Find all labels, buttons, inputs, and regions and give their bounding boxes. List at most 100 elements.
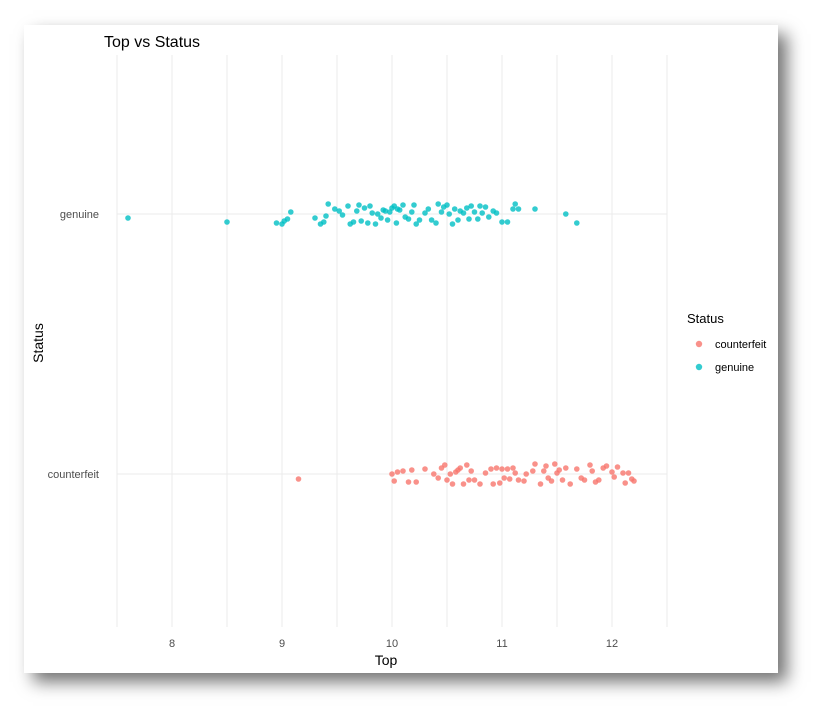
data-point-counterfeit xyxy=(559,477,566,483)
data-point-genuine xyxy=(345,203,351,209)
data-point-counterfeit xyxy=(504,466,511,472)
data-point-counterfeit xyxy=(400,468,406,474)
data-point-genuine xyxy=(464,205,470,211)
data-point-genuine xyxy=(365,220,371,226)
data-point-genuine xyxy=(449,221,456,227)
data-point-counterfeit xyxy=(603,463,610,469)
data-point-counterfeit xyxy=(460,481,467,487)
data-point-genuine xyxy=(460,210,467,216)
data-point-genuine xyxy=(468,203,475,209)
data-point-counterfeit xyxy=(471,477,478,483)
ticks-layer: 8 9 10 11 12 counterfeit genuine xyxy=(48,209,619,650)
data-point-counterfeit xyxy=(552,461,558,467)
data-point-counterfeit xyxy=(563,465,569,471)
data-point-genuine xyxy=(374,211,381,217)
data-point-genuine xyxy=(393,220,400,226)
data-point-genuine xyxy=(325,201,332,207)
data-point-counterfeit xyxy=(530,468,536,474)
data-point-counterfeit xyxy=(444,477,450,483)
data-point-genuine xyxy=(515,206,522,212)
legend-label-genuine: genuine xyxy=(715,362,754,374)
legend-label-counterfeit: counterfeit xyxy=(715,339,766,351)
data-point-genuine xyxy=(288,209,294,215)
grid-layer xyxy=(116,55,668,627)
data-point-genuine xyxy=(532,206,538,212)
data-point-genuine xyxy=(574,220,580,226)
data-point-counterfeit xyxy=(537,481,544,487)
data-point-counterfeit xyxy=(447,471,454,477)
data-point-counterfeit xyxy=(596,477,602,483)
data-point-genuine xyxy=(125,215,131,221)
data-point-genuine xyxy=(451,206,458,212)
legend-key-genuine xyxy=(695,363,703,371)
x-tick-label: 10 xyxy=(386,638,398,650)
data-point-counterfeit xyxy=(609,469,615,475)
data-point-genuine xyxy=(455,217,461,223)
data-point-counterfeit xyxy=(574,466,580,472)
data-point-genuine xyxy=(428,217,435,223)
data-point-counterfeit xyxy=(515,477,522,483)
data-point-genuine xyxy=(405,216,412,222)
data-point-counterfeit xyxy=(521,478,527,484)
data-point-counterfeit xyxy=(614,464,621,470)
data-point-counterfeit xyxy=(482,470,489,476)
data-point-genuine xyxy=(444,202,450,208)
data-point-genuine xyxy=(312,215,318,221)
x-tick-label: 11 xyxy=(496,638,507,650)
data-point-genuine xyxy=(471,209,478,215)
points-layer xyxy=(125,201,637,487)
data-point-counterfeit xyxy=(405,479,412,485)
data-point-genuine xyxy=(425,206,432,212)
data-point-counterfeit xyxy=(589,468,595,474)
data-point-genuine xyxy=(504,219,511,225)
data-point-counterfeit xyxy=(389,471,395,477)
data-point-genuine xyxy=(479,210,486,216)
data-point-genuine xyxy=(446,211,453,217)
data-point-genuine xyxy=(332,206,338,212)
data-point-genuine xyxy=(477,203,483,209)
y-axis-title: Status xyxy=(30,323,46,363)
data-point-genuine xyxy=(358,218,365,224)
data-point-genuine xyxy=(499,219,505,225)
data-point-counterfeit xyxy=(490,481,497,487)
data-point-genuine xyxy=(416,217,423,223)
data-point-counterfeit xyxy=(587,462,593,468)
data-point-genuine xyxy=(493,210,500,216)
chart-title: Top vs Status xyxy=(104,34,200,51)
data-point-genuine xyxy=(224,219,230,225)
data-point-counterfeit xyxy=(556,467,562,473)
data-point-counterfeit xyxy=(431,471,437,477)
data-point-counterfeit xyxy=(295,476,302,482)
data-point-counterfeit xyxy=(510,465,516,471)
data-point-genuine xyxy=(433,220,439,226)
data-point-genuine xyxy=(356,202,362,208)
data-point-counterfeit xyxy=(394,469,401,475)
data-point-genuine xyxy=(382,208,389,214)
data-point-counterfeit xyxy=(501,475,508,481)
data-point-genuine xyxy=(273,220,280,226)
data-point-counterfeit xyxy=(497,480,503,486)
data-point-counterfeit xyxy=(625,470,632,476)
data-point-counterfeit xyxy=(581,477,588,483)
legend: Status counterfeit genuine xyxy=(687,311,766,374)
data-point-counterfeit xyxy=(477,481,483,487)
x-tick-label: 8 xyxy=(169,638,175,650)
data-point-genuine xyxy=(466,216,472,222)
data-point-genuine xyxy=(369,210,376,216)
data-point-genuine xyxy=(475,216,481,222)
scatter-chart: 8 9 10 11 12 counterfeit genuine Top vs Status… xyxy=(30,34,766,668)
data-point-genuine xyxy=(367,203,373,209)
data-point-counterfeit xyxy=(457,465,464,471)
plot-panel: 8 9 10 11 12 counterfeit genuine Top vs Status… xyxy=(24,25,778,673)
data-point-genuine xyxy=(482,204,489,210)
data-point-counterfeit xyxy=(468,468,475,474)
data-point-genuine xyxy=(354,208,360,214)
legend-title: Status xyxy=(687,311,724,326)
data-point-counterfeit xyxy=(409,467,415,473)
data-point-genuine xyxy=(284,216,291,222)
data-point-genuine xyxy=(339,212,346,218)
data-point-counterfeit xyxy=(449,481,456,487)
legend-key-counterfeit xyxy=(695,340,703,348)
data-point-counterfeit xyxy=(611,474,617,480)
data-point-genuine xyxy=(361,205,368,211)
